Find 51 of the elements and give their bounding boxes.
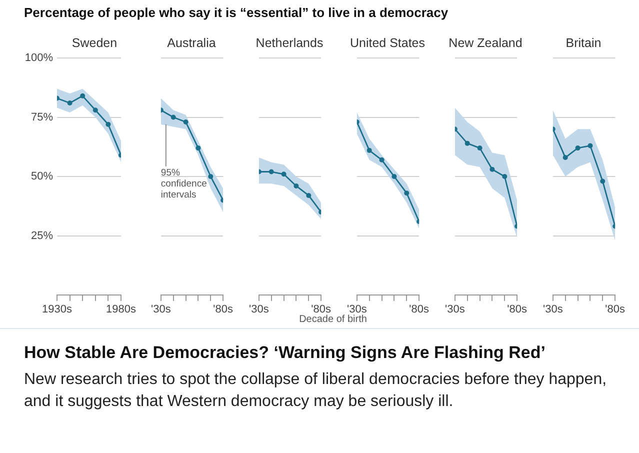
point: [67, 100, 72, 106]
point: [80, 93, 86, 98]
point: [464, 140, 470, 146]
point: [588, 143, 593, 148]
point: [294, 183, 299, 188]
y-tick-label: 100%: [24, 52, 54, 64]
chart-title: United States: [348, 36, 426, 50]
point: [281, 172, 286, 177]
point: [183, 119, 188, 124]
x-tick-label: '80s: [409, 304, 430, 316]
point: [477, 146, 482, 151]
chart-title: Britain: [564, 36, 602, 50]
y-tick-label: 75%: [30, 111, 54, 124]
point: [268, 169, 274, 174]
text: New research tries to spot the collapse of liberal democracies before they happen, and it suggests that Western democracy may be seriously ill.: [24, 370, 608, 412]
chart-title: Australia: [166, 36, 217, 50]
chart-title: New Zealand: [448, 36, 524, 50]
point: [366, 148, 372, 153]
annotation: 95% confidence intervals: [160, 168, 207, 201]
x-tick-label: 1930s: [42, 304, 72, 316]
point: [196, 146, 201, 151]
text: Percentage of people who say it is “essential” to live in a democracy: [24, 5, 448, 20]
x-tick-label: 1980s: [106, 304, 136, 316]
x-tick-label: '80s: [311, 304, 332, 316]
chart-title: Sweden: [70, 36, 118, 50]
point: [92, 108, 98, 113]
x-tick-label: '30s: [542, 304, 564, 316]
point: [106, 122, 111, 127]
point: [170, 114, 176, 120]
point: [379, 157, 384, 162]
y-tick-label: 50%: [30, 170, 54, 183]
x-axis-title: Decade of birth: [299, 314, 367, 325]
point: [502, 174, 508, 179]
x-tick-label: '30s: [150, 304, 172, 316]
x-tick-label: '80s: [507, 304, 528, 316]
point: [600, 178, 606, 184]
point: [562, 155, 568, 160]
chart-title: Netherlands: [254, 36, 324, 50]
x-tick-label: '80s: [213, 304, 234, 316]
x-tick-label: '80s: [605, 304, 626, 316]
x-tick-label: '30s: [444, 304, 466, 316]
y-tick-label: 25%: [30, 230, 54, 242]
text: How Stable Are Democracies? ‘Warning Signs Are Flashing Red’: [24, 343, 546, 363]
point: [306, 192, 312, 198]
x-tick-label: '30s: [248, 304, 270, 316]
point: [575, 146, 580, 151]
x-tick-label: '30s: [346, 304, 368, 316]
point: [392, 174, 397, 179]
point: [208, 174, 214, 179]
point: [404, 190, 410, 196]
point: [490, 166, 495, 172]
